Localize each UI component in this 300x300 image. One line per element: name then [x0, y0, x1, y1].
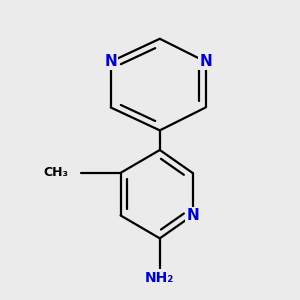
Text: N: N [199, 54, 212, 69]
Text: N: N [104, 54, 117, 69]
Text: NH₂: NH₂ [145, 271, 174, 285]
Text: CH₃: CH₃ [43, 167, 68, 179]
Text: N: N [186, 208, 199, 223]
